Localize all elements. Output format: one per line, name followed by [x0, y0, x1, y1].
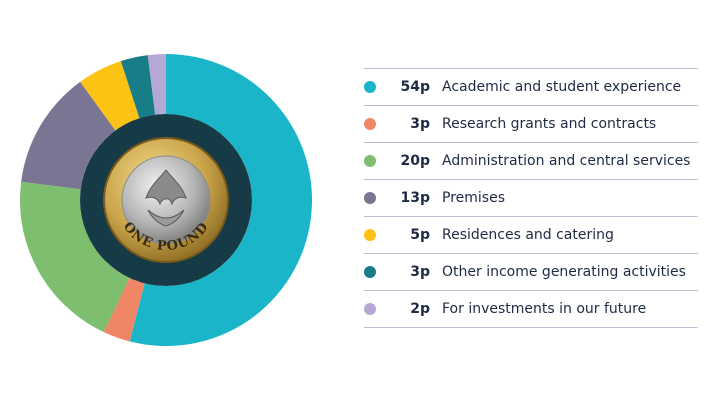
legend-item: 3p Research grants and contracts	[364, 106, 698, 143]
legend-label: Administration and central services	[442, 153, 691, 169]
donut-slice-7	[147, 54, 166, 115]
legend-label: Academic and student experience	[442, 79, 682, 95]
legend-value: 54p	[400, 79, 430, 95]
donut-chart: ONE POUND	[20, 54, 312, 347]
pound-coin-icon: ONE POUND	[103, 137, 229, 263]
legend-swatch-icon	[364, 229, 376, 241]
legend-item: 20p Administration and central services	[364, 143, 698, 180]
legend-swatch-icon	[364, 192, 376, 204]
donut-slice-1	[129, 54, 312, 347]
legend-label: Premises	[442, 190, 505, 206]
legend-value: 3p	[410, 264, 430, 280]
legend-item: 54p Academic and student experience	[364, 69, 698, 106]
legend-swatch-icon	[364, 118, 376, 130]
legend-item: 5p Residences and catering	[364, 217, 698, 254]
legend-label: Residences and catering	[442, 227, 614, 243]
legend-value: 2p	[410, 301, 430, 317]
legend-value: 13p	[400, 190, 430, 206]
legend-item: 13p Premises	[364, 180, 698, 217]
donut-slice-6	[120, 55, 156, 119]
legend-swatch-icon	[364, 81, 376, 93]
legend-value: 20p	[400, 153, 430, 169]
legend-swatch-icon	[364, 266, 376, 278]
donut-slice-5	[80, 61, 140, 131]
legend-label: Other income generating activities	[442, 264, 686, 280]
legend-value: 5p	[410, 227, 430, 243]
legend-item: 2p For investments in our future	[364, 291, 698, 328]
donut-slices	[20, 54, 312, 347]
donut-slice-4	[21, 81, 116, 190]
legend-value: 3p	[410, 116, 430, 132]
donut-slice-3	[20, 181, 130, 333]
legend-swatch-icon	[364, 303, 376, 315]
legend-item: 3p Other income generating activities	[364, 254, 698, 291]
legend-label: For investments in our future	[442, 301, 647, 317]
donut-slice-2	[103, 277, 145, 342]
legend-swatch-icon	[364, 155, 376, 167]
legend: 54p Academic and student experience 3p Rese…	[364, 68, 698, 328]
legend-label: Research grants and contracts	[442, 116, 657, 132]
